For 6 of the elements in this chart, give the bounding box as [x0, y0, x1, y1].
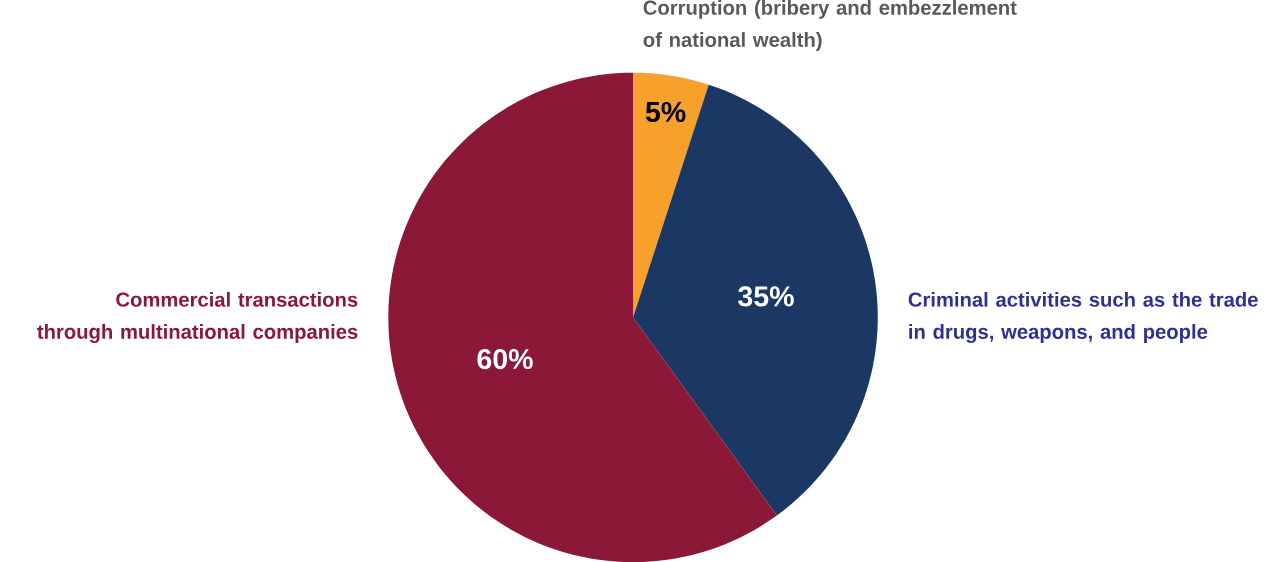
slice-label: Corruption (bribery and embezzlement of national wealth) — [643, 0, 1017, 51]
slice-label: Criminal activities such as the trade in drugs, weapons, and people — [908, 291, 1258, 343]
data-label: 5% — [645, 101, 686, 122]
slice-label: Commercial transactions through multinational companies — [37, 291, 358, 343]
data-label: 35% — [738, 286, 794, 307]
data-label: 60% — [477, 348, 533, 370]
